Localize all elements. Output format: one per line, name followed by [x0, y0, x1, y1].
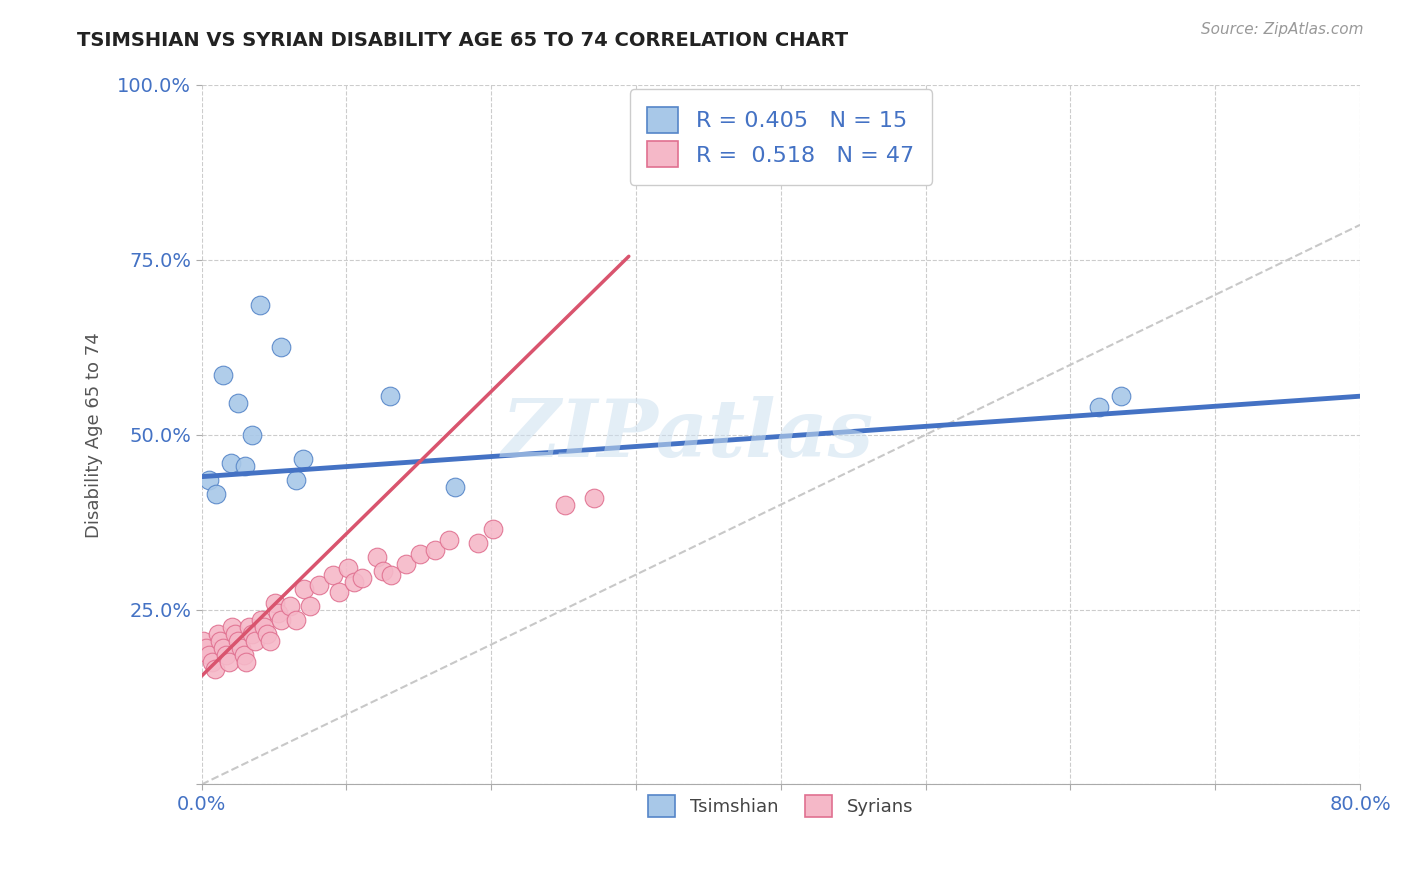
Point [554, 498, 576, 512]
Point [240, 427, 263, 442]
Point [240, 627, 263, 641]
Point [444, 480, 467, 494]
Point [253, 620, 276, 634]
Point [194, 640, 217, 655]
Point [215, 648, 238, 662]
Point [198, 473, 221, 487]
Point [423, 543, 446, 558]
Point [212, 368, 235, 383]
Point [467, 536, 489, 550]
Point [378, 389, 401, 403]
Legend: Tsimshian, Syrians: Tsimshian, Syrians [641, 788, 921, 824]
Point [219, 456, 242, 470]
Point [238, 620, 260, 634]
Point [366, 550, 388, 565]
Point [205, 487, 228, 501]
Point [270, 340, 292, 354]
Point [352, 571, 374, 585]
Point [256, 627, 278, 641]
Point [291, 452, 314, 467]
Point [395, 557, 418, 571]
Point [284, 613, 307, 627]
Point [294, 582, 316, 596]
Point [343, 574, 366, 589]
Point [221, 620, 243, 634]
Point [439, 533, 461, 547]
Point [201, 655, 224, 669]
Point [226, 396, 249, 410]
Point [207, 627, 229, 641]
Point [270, 613, 292, 627]
Point [212, 640, 235, 655]
Point [232, 648, 254, 662]
Point [267, 606, 290, 620]
Text: TSIMSHIAN VS SYRIAN DISABILITY AGE 65 TO 74 CORRELATION CHART: TSIMSHIAN VS SYRIAN DISABILITY AGE 65 TO… [77, 31, 848, 50]
Point [284, 473, 307, 487]
Point [371, 564, 394, 578]
Point [1088, 400, 1111, 414]
Point [264, 596, 287, 610]
Point [226, 634, 249, 648]
Point [224, 627, 246, 641]
Point [299, 599, 322, 613]
Point [233, 459, 256, 474]
Point [218, 655, 240, 669]
Point [229, 640, 252, 655]
Point [243, 634, 266, 648]
Point [191, 634, 214, 648]
Text: ZIPatlas: ZIPatlas [502, 396, 875, 474]
Point [409, 547, 432, 561]
Point [259, 634, 281, 648]
Point [322, 567, 344, 582]
Point [583, 491, 606, 505]
Point [380, 567, 402, 582]
Point [250, 613, 273, 627]
Point [328, 585, 350, 599]
Point [481, 522, 503, 536]
Point [209, 634, 232, 648]
Point [336, 560, 359, 574]
Point [1109, 389, 1132, 403]
Point [278, 599, 301, 613]
Point [198, 648, 221, 662]
Point [235, 655, 257, 669]
Y-axis label: Disability Age 65 to 74: Disability Age 65 to 74 [86, 332, 103, 538]
Text: Source: ZipAtlas.com: Source: ZipAtlas.com [1201, 22, 1364, 37]
Point [204, 662, 226, 676]
Point [249, 298, 271, 312]
Point [308, 578, 330, 592]
